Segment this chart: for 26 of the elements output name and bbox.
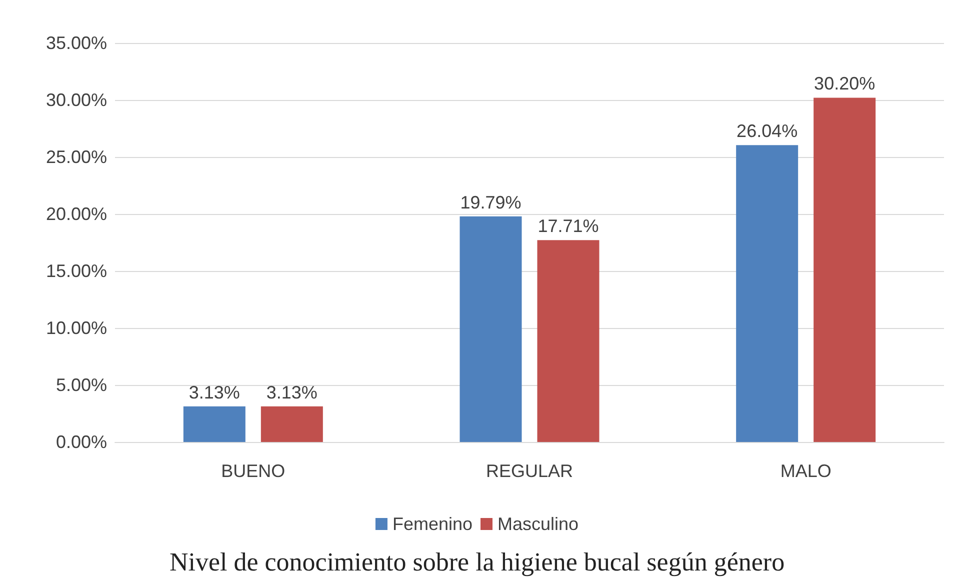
y-tick-label: 25.00%: [46, 147, 107, 167]
y-tick-label: 5.00%: [56, 375, 107, 395]
bar: [260, 406, 323, 442]
bar: [736, 145, 798, 442]
x-tick-label: REGULAR: [486, 461, 574, 481]
bar: [814, 98, 876, 442]
legend-label: Femenino: [392, 514, 473, 534]
data-label: 26.04%: [736, 121, 798, 142]
y-tick-label: 0.00%: [56, 432, 107, 452]
bar: [183, 406, 246, 442]
y-tick-label: 35.00%: [46, 33, 107, 53]
text: Nivel de conocimiento sobre la higiene bucal según género: [169, 548, 785, 576]
data-label: 3.13%: [188, 382, 240, 402]
y-tick-label: 30.00%: [46, 90, 107, 110]
x-tick-label: BUENO: [221, 461, 286, 481]
data-label: 19.79%: [460, 192, 522, 212]
bar: [537, 240, 600, 442]
data-label: 17.71%: [538, 216, 599, 236]
y-tick-label: 20.00%: [46, 204, 107, 224]
legend-label: Masculino: [498, 514, 579, 534]
x-tick-label: MALO: [780, 461, 832, 481]
y-tick-label: 15.00%: [46, 261, 107, 281]
bar: [460, 216, 522, 442]
data-label: 3.13%: [266, 382, 318, 402]
data-label: 30.20%: [814, 74, 876, 94]
y-tick-label: 10.00%: [46, 318, 107, 338]
